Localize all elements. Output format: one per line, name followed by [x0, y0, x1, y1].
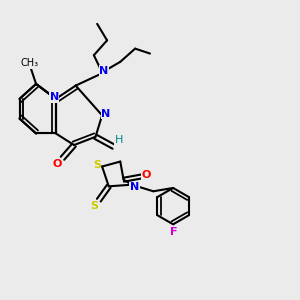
Text: N: N	[99, 66, 108, 76]
Text: O: O	[53, 159, 62, 169]
Text: S: S	[93, 160, 101, 170]
Text: CH₃: CH₃	[20, 58, 38, 68]
Text: N: N	[50, 92, 59, 102]
Text: N: N	[101, 109, 111, 119]
Text: S: S	[91, 201, 98, 211]
Text: F: F	[170, 226, 178, 237]
Text: H: H	[114, 135, 123, 145]
Text: N: N	[130, 182, 139, 192]
Text: O: O	[141, 170, 151, 180]
